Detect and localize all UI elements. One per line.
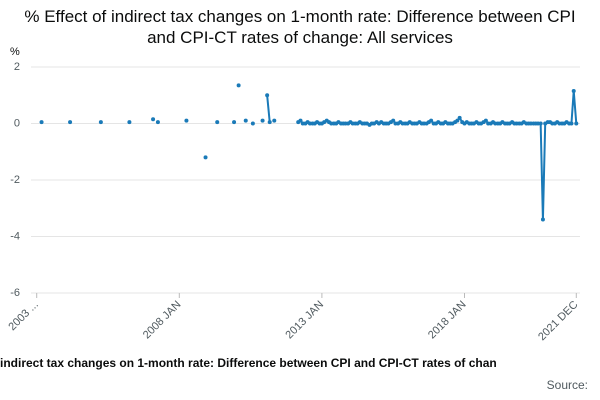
point (538, 121, 543, 126)
point (540, 217, 545, 222)
x-tick-label: 2013 JAN (283, 299, 326, 342)
point (243, 118, 248, 123)
point (236, 83, 241, 88)
point (483, 118, 488, 123)
point (215, 120, 220, 125)
point (232, 120, 237, 125)
point (272, 118, 277, 123)
y-tick-label: 0 (14, 117, 20, 129)
point (39, 120, 44, 125)
x-tick-label: 2008 JAN (141, 299, 184, 342)
x-tick-label: 2003 ... (6, 299, 40, 333)
point (265, 93, 270, 98)
point (203, 155, 208, 160)
source: Source: (546, 378, 588, 392)
point (155, 120, 160, 125)
point (298, 118, 303, 123)
point (391, 118, 396, 123)
point (98, 120, 103, 125)
footer-title: indirect tax changes on 1-month rate: Di… (0, 356, 497, 370)
point (569, 121, 574, 126)
y-unit: % (10, 46, 20, 58)
y-tick-label: -4 (10, 230, 20, 242)
point (250, 121, 255, 126)
y-tick-label: -6 (10, 287, 20, 299)
x-tick-label: 2021 DEC (536, 299, 580, 343)
point (68, 120, 73, 125)
point (127, 120, 132, 125)
point (571, 89, 576, 94)
chart-title: % Effect of indirect tax changes on 1-mo… (24, 7, 576, 47)
point (151, 117, 156, 122)
point (184, 118, 189, 123)
point (457, 115, 462, 120)
series-line (266, 90, 578, 220)
point (574, 121, 579, 126)
point (455, 118, 460, 123)
y-tick-label: 2 (14, 61, 20, 73)
y-tick-label: -2 (10, 174, 20, 186)
x-tick-label: 2018 JAN (426, 299, 469, 342)
point (429, 118, 434, 123)
point (260, 118, 265, 123)
point (267, 120, 272, 125)
